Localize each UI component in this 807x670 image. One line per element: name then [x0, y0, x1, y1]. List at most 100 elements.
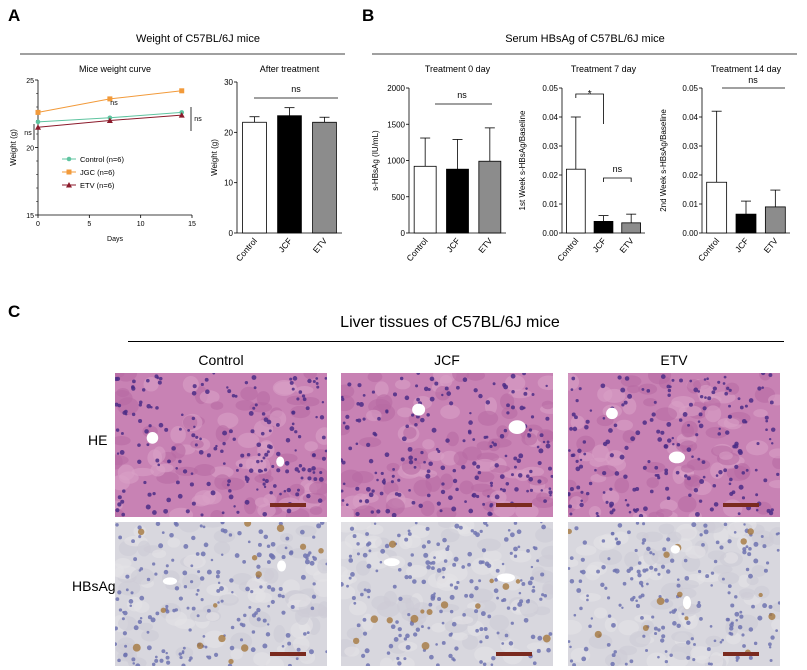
nucleus [226, 483, 230, 487]
nucleus [703, 378, 707, 381]
nucleus [244, 475, 248, 479]
nucleus [761, 386, 764, 389]
nucleus [319, 415, 325, 420]
nucleus [635, 522, 640, 525]
nucleus [158, 422, 164, 428]
legend-marker [66, 169, 72, 175]
nucleus [494, 494, 500, 500]
nucleus [769, 400, 774, 405]
nucleus [341, 395, 344, 399]
nucleus [231, 394, 236, 398]
bar-chart-y-tick-label: 10 [224, 179, 233, 188]
nucleus [569, 659, 574, 663]
nucleus [748, 655, 753, 660]
cytoplasm-patch [618, 619, 639, 636]
nucleus [765, 561, 770, 565]
cytoplasm-patch [677, 604, 701, 615]
nucleus [124, 644, 128, 648]
nucleus [345, 503, 349, 507]
nucleus [407, 446, 413, 452]
nucleus [304, 559, 310, 565]
nucleus [513, 546, 518, 552]
nucleus [678, 418, 683, 422]
nucleus [744, 404, 748, 408]
nucleus [499, 434, 505, 439]
nucleus [662, 547, 667, 552]
nucleus [462, 377, 468, 382]
nucleus [539, 597, 543, 601]
nucleus [371, 489, 375, 493]
nucleus [581, 656, 587, 662]
nucleus [452, 562, 457, 567]
nucleus [584, 424, 589, 430]
nucleus [461, 464, 466, 470]
nucleus [143, 480, 147, 485]
nucleus [760, 373, 766, 376]
nucleus [646, 582, 649, 586]
nucleus [513, 522, 518, 525]
nucleus [452, 468, 457, 473]
nucleus [155, 611, 160, 616]
nucleus [536, 648, 541, 654]
nucleus [703, 523, 708, 528]
nucleus [490, 663, 494, 666]
nucleus [548, 490, 553, 495]
nucleus [723, 375, 727, 379]
nucleus [146, 577, 151, 582]
cytoplasm-patch [304, 441, 318, 452]
nucleus [729, 632, 734, 636]
hbsag-stain [228, 658, 234, 665]
nucleus [701, 460, 706, 464]
nucleus [669, 653, 673, 657]
nucleus [228, 489, 232, 493]
cytoplasm-patch [341, 541, 353, 560]
row-label-he: HE [88, 432, 108, 448]
vessel-lumen [508, 420, 526, 435]
nucleus [115, 642, 117, 646]
cytoplasm-patch [704, 405, 722, 423]
nucleus [182, 570, 188, 576]
nucleus [660, 430, 665, 435]
nucleus [312, 582, 316, 586]
legend-marker [66, 182, 72, 188]
nucleus [575, 459, 579, 463]
nucleus [707, 396, 712, 401]
nucleus [713, 639, 717, 643]
cytoplasm-patch [768, 480, 780, 489]
cytoplasm-patch [440, 450, 459, 466]
nucleus [721, 577, 725, 581]
nucleus [428, 602, 433, 607]
nucleus [510, 373, 516, 379]
nucleus [609, 453, 614, 458]
hbsag-control-image [115, 522, 327, 666]
nucleus [138, 400, 143, 404]
bar-chart-y-tick-label: 0 [401, 229, 406, 238]
cytoplasm-patch [217, 412, 239, 429]
nucleus [137, 525, 142, 530]
nucleus [181, 663, 186, 666]
nucleus [355, 418, 359, 422]
he-jcf-image [341, 373, 553, 517]
nucleus [545, 416, 550, 421]
nucleus [491, 655, 496, 661]
nucleus [348, 558, 354, 563]
nucleus [686, 620, 691, 626]
nucleus [178, 596, 183, 601]
cytoplasm-patch [496, 425, 509, 440]
nucleus [163, 508, 169, 514]
nucleus [510, 621, 514, 625]
nucleus [115, 428, 120, 432]
bar-chart-title: Treatment 7 day [571, 64, 637, 74]
nucleus [541, 524, 546, 530]
nucleus [284, 546, 288, 550]
bar-control [242, 121, 267, 234]
nucleus [693, 387, 699, 393]
nucleus [676, 578, 680, 581]
nucleus [139, 595, 145, 601]
bar-chart-y-tick-label: 0.02 [542, 171, 558, 180]
cytoplasm-patch [309, 506, 323, 515]
cytoplasm-patch [638, 383, 658, 395]
nucleus [689, 379, 693, 383]
nucleus [695, 433, 699, 437]
nucleus [262, 478, 266, 482]
